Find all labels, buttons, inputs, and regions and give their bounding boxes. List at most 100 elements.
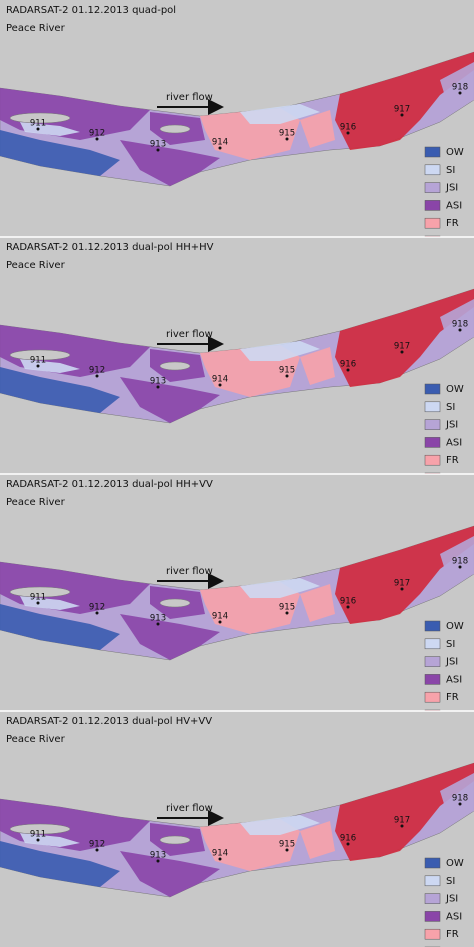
gauge-point: [156, 385, 160, 389]
island: [159, 124, 191, 134]
legend-swatch: [424, 437, 441, 448]
ice-class-area: [300, 821, 335, 859]
river-name: Peace River: [6, 497, 66, 508]
gauge-point: [36, 127, 40, 131]
gauge-label: 913: [150, 614, 166, 624]
ice-class-area: [240, 341, 320, 361]
legend-swatch: [424, 401, 441, 413]
gauge-label: 915: [279, 366, 295, 376]
ice-class-area: [0, 604, 120, 650]
ice-class-area: [0, 130, 120, 176]
ice-class-area: [440, 536, 474, 586]
panel-title: RADARSAT-2 01.12.2013 dual-pol HH+HV: [6, 242, 214, 253]
legend-swatch: [424, 875, 441, 887]
gauge-point: [458, 91, 462, 95]
legend-swatch: [424, 691, 441, 703]
river-name: Peace River: [6, 260, 66, 271]
legend-label: ASI: [446, 437, 462, 448]
gauge-point: [400, 587, 404, 591]
gauge-label: 916: [340, 360, 356, 370]
legend-label: OW: [446, 858, 464, 869]
ice-class-area: [240, 578, 320, 598]
gauge-label: 914: [212, 612, 228, 622]
gauge-label: 917: [394, 816, 410, 826]
gauge-label: 911: [30, 830, 46, 840]
gauge-point: [218, 620, 222, 624]
gauge-point: [400, 824, 404, 828]
gauge-label: 911: [30, 593, 46, 603]
panel-title: RADARSAT-2 01.12.2013 dual-pol HH+VV: [6, 479, 213, 490]
ice-class-area: [335, 289, 474, 387]
gauge-label: 918: [452, 794, 468, 804]
gauge-label: 911: [30, 119, 46, 129]
island: [159, 598, 191, 608]
gauge-label: 915: [279, 840, 295, 850]
island: [159, 361, 191, 371]
island: [9, 112, 71, 124]
gauge-point: [285, 374, 289, 378]
gauge-point: [156, 859, 160, 863]
legend-label: FR: [446, 218, 459, 229]
legend-swatch: [424, 383, 441, 395]
gauge-label: 918: [452, 557, 468, 567]
flow-label: river flow: [166, 329, 213, 340]
gauge-label: 914: [212, 849, 228, 859]
ice-class-area: [240, 104, 320, 124]
panel: RADARSAT-2 01.12.2013 dual-pol HV+VV Peac…: [0, 710, 474, 947]
legend-swatch: [424, 454, 441, 466]
gauge-point: [36, 838, 40, 842]
gauge-point: [400, 113, 404, 117]
gauge-label: 912: [89, 840, 105, 850]
ice-class-area: [20, 359, 80, 373]
legend-swatch: [424, 857, 441, 869]
legend-label: ASI: [446, 911, 462, 922]
ice-class-area: [335, 526, 474, 624]
gauge-point: [458, 565, 462, 569]
panel-title: RADARSAT-2 01.12.2013 dual-pol HV+VV: [6, 716, 212, 727]
legend-label: OW: [446, 384, 464, 395]
gauge-label: 911: [30, 356, 46, 366]
gauge-label: 915: [279, 603, 295, 613]
gauge-label: 912: [89, 603, 105, 613]
gauge-label: 916: [340, 834, 356, 844]
island: [9, 823, 71, 835]
gauge-point: [346, 605, 350, 609]
gauge-label: 917: [394, 105, 410, 115]
gauge-label: 918: [452, 320, 468, 330]
flow-label: river flow: [166, 92, 213, 103]
gauge-point: [458, 802, 462, 806]
island: [9, 349, 71, 361]
ice-class-area: [300, 110, 335, 148]
gauge-label: 915: [279, 129, 295, 139]
ice-class-area: [120, 140, 220, 186]
legend-label: FR: [446, 929, 459, 940]
ice-class-area: [0, 841, 120, 887]
gauge-label: 913: [150, 377, 166, 387]
gauge-point: [95, 611, 99, 615]
legend-swatch: [424, 217, 441, 229]
ice-class-area: [120, 377, 220, 423]
gauge-label: 912: [89, 129, 105, 139]
legend-label: OW: [446, 147, 464, 158]
gauge-point: [285, 137, 289, 141]
gauge-label: 918: [452, 83, 468, 93]
legend-swatch: [424, 200, 441, 211]
legend-swatch: [424, 620, 441, 632]
legend-label: SI: [446, 876, 455, 887]
gauge-label: 916: [340, 597, 356, 607]
gauge-point: [156, 148, 160, 152]
panel: RADARSAT-2 01.12.2013 dual-pol HH+VV Peac…: [0, 473, 474, 721]
gauge-point: [285, 848, 289, 852]
gauge-point: [400, 350, 404, 354]
legend-label: SI: [446, 165, 455, 176]
island: [9, 586, 71, 598]
legend-swatch: [424, 182, 441, 193]
river-name: Peace River: [6, 734, 66, 745]
ice-class-area: [300, 584, 335, 622]
ice-class-area: [20, 833, 80, 847]
gauge-label: 913: [150, 851, 166, 861]
legend-swatch: [424, 674, 441, 685]
flow-label: river flow: [166, 803, 213, 814]
legend-label: ASI: [446, 200, 462, 211]
ice-class-area: [240, 815, 320, 835]
